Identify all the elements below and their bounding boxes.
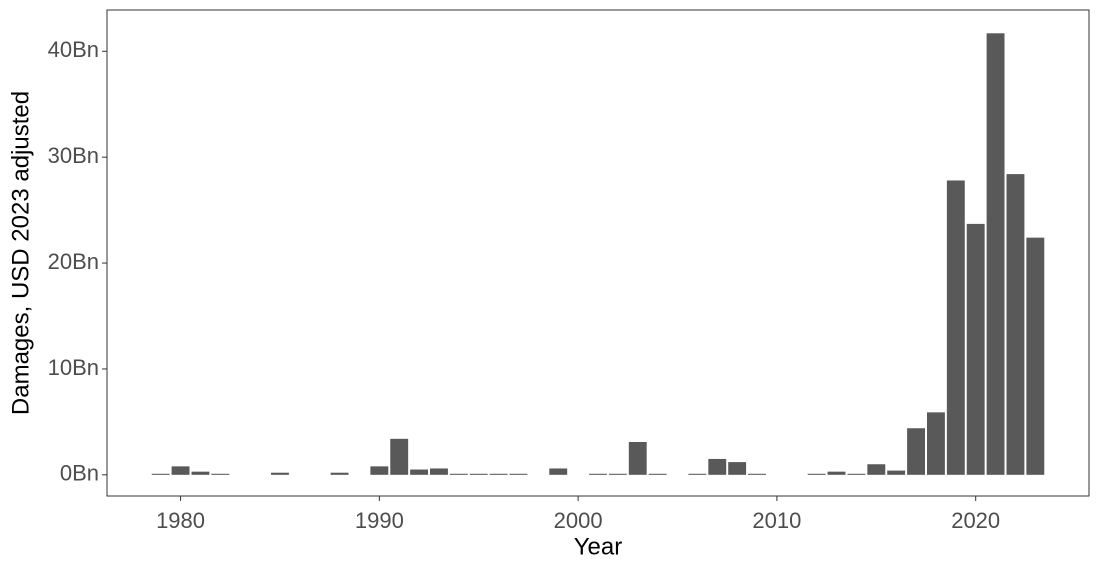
bar: [807, 473, 826, 475]
y-axis-title: Damages, USD 2023 adjusted: [7, 91, 34, 415]
bar: [926, 412, 945, 475]
x-tick-label: 1980: [156, 508, 205, 533]
bar: [370, 466, 389, 475]
bar: [589, 473, 607, 475]
bar: [270, 472, 289, 475]
bar: [489, 473, 508, 475]
x-tick-label: 2020: [951, 508, 1000, 533]
bar: [151, 473, 170, 475]
bar: [648, 473, 667, 475]
bar: [966, 223, 985, 475]
bar: [608, 473, 627, 475]
bar: [867, 464, 886, 475]
bar: [986, 33, 1005, 475]
bar: [449, 473, 468, 475]
bar: [1026, 237, 1045, 475]
bar: [410, 469, 429, 475]
bar: [708, 458, 727, 475]
y-tick-label: 0Bn: [60, 461, 99, 486]
bar: [171, 466, 190, 475]
bar: [946, 180, 965, 475]
y-tick-label: 10Bn: [48, 355, 99, 380]
bar: [827, 471, 846, 475]
bar: [628, 442, 647, 475]
bar: [728, 462, 747, 475]
bar: [887, 470, 906, 475]
bar: [549, 468, 568, 475]
bar: [748, 473, 766, 475]
bar: [1006, 174, 1025, 475]
bar: [430, 468, 448, 475]
bar: [688, 473, 707, 475]
bar: [191, 471, 210, 475]
bar: [509, 473, 528, 475]
y-tick-label: 20Bn: [48, 249, 99, 274]
bar: [390, 438, 409, 475]
panel-border: [106, 9, 1090, 497]
bar: [469, 473, 488, 475]
bar: [847, 473, 866, 475]
y-tick-label: 40Bn: [48, 37, 99, 62]
bar: [330, 472, 349, 475]
bar: [907, 428, 926, 475]
x-tick-label: 2000: [554, 508, 603, 533]
y-tick-label: 30Bn: [48, 143, 99, 168]
x-tick-label: 1990: [355, 508, 404, 533]
x-axis-title: Year: [574, 533, 623, 560]
bar: [211, 473, 230, 475]
x-tick-label: 2010: [752, 508, 801, 533]
